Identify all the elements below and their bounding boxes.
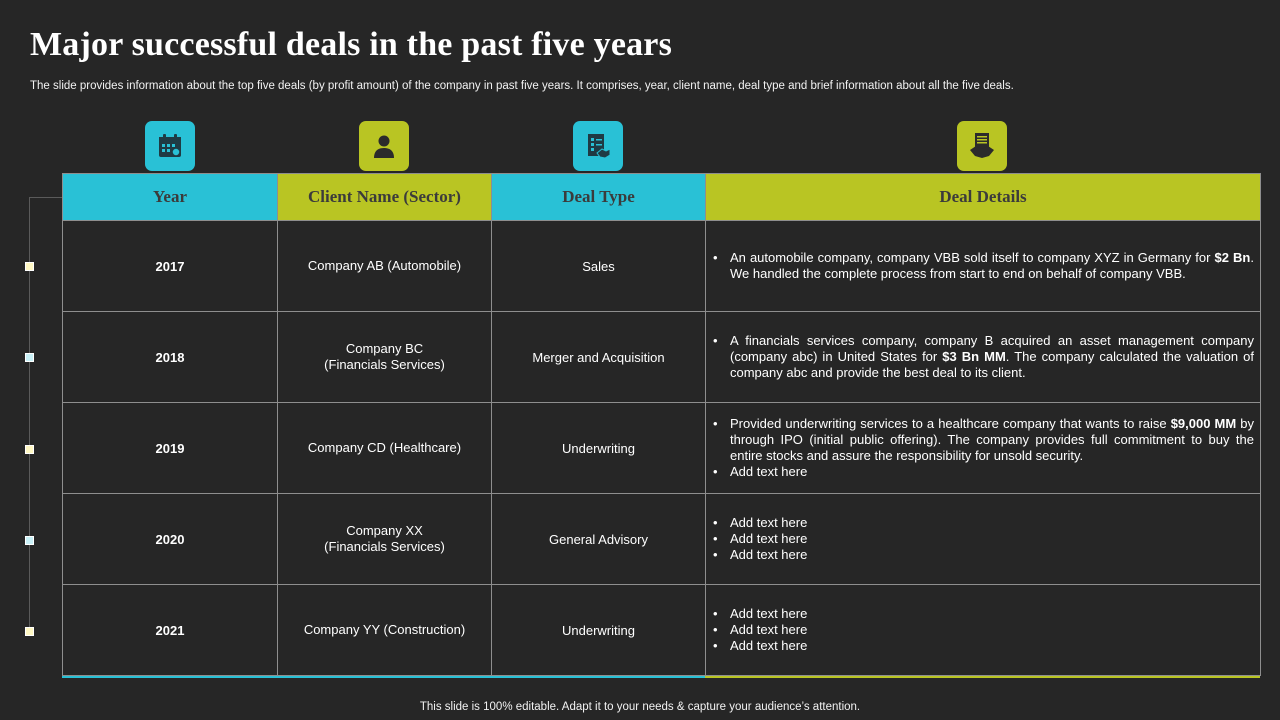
- details-highlight: $2 Bn: [1214, 250, 1251, 265]
- details-bullet: An automobile company, company VBB sold …: [713, 250, 1254, 282]
- details-bullet: Add text here: [713, 515, 1254, 531]
- deal-type-cell: Underwriting: [491, 584, 706, 676]
- year-cell: 2017: [62, 220, 278, 312]
- client-line: Company CD (Healthcare): [307, 440, 462, 455]
- details-bullet: Add text here: [713, 622, 1254, 638]
- timeline-dot-2021: [25, 627, 34, 636]
- details-text: Add text here: [730, 515, 808, 530]
- details-text: by through IPO (initial public offering)…: [730, 416, 1254, 463]
- slide-title: Major successful deals in the past five …: [30, 26, 673, 63]
- client-line: Company XX: [346, 523, 423, 538]
- timeline-connector: [29, 197, 63, 198]
- document-handshake-icon: [970, 133, 994, 158]
- details-list: Provided underwriting services to a heal…: [712, 416, 1254, 480]
- table-header-row: Year Client Name (Sector) Deal Type Deal…: [62, 173, 1261, 221]
- details-bullet: Provided underwriting services to a heal…: [713, 416, 1254, 464]
- deals-table: Year Client Name (Sector) Deal Type Deal…: [62, 173, 1261, 676]
- details-text: Add text here: [730, 531, 808, 546]
- client-cell: Company BC (Financials Services): [277, 311, 492, 403]
- header-client-name: Client Name (Sector): [277, 173, 492, 221]
- timeline-line: [29, 197, 30, 631]
- year-cell: 2021: [62, 584, 278, 676]
- client-line: (Financials Services): [324, 539, 445, 554]
- year-cell: 2020: [62, 493, 278, 585]
- table-row: 2017 Company AB (Automobile) Sales An autom…: [62, 220, 1261, 312]
- details-bullet: Add text here: [713, 638, 1254, 654]
- details-text: An automobile company, company VBB sold …: [730, 250, 1215, 265]
- calendar-icon: [159, 134, 181, 157]
- deal-details-cell: An automobile company, company VBB sold …: [705, 220, 1261, 312]
- client-line: Company BC: [345, 341, 424, 356]
- details-bullet: A financials services company, company B…: [713, 333, 1255, 381]
- timeline-dot-2018: [25, 353, 34, 362]
- details-bullet: Add text here: [713, 547, 1254, 563]
- calendar-icon-tile: [145, 121, 195, 171]
- client-line: Company YY (Construction): [303, 622, 466, 637]
- slide-subtitle: The slide provides information about the…: [30, 80, 1014, 92]
- header-year: Year: [62, 173, 278, 221]
- deal-type-cell: Underwriting: [491, 402, 706, 494]
- details-bullet: Add text here: [713, 464, 1254, 480]
- person-icon: [374, 135, 394, 158]
- checklist-handshake-icon: [588, 134, 611, 159]
- deal-details-cell: Provided underwriting services to a heal…: [705, 402, 1261, 494]
- details-text: . The company calculated the valuation o…: [730, 349, 1255, 380]
- deal-details-cell: Add text hereAdd text hereAdd text here: [705, 584, 1261, 676]
- client-line: Company AB (Automobile): [307, 258, 462, 273]
- slide-footer: This slide is 100% editable. Adapt it to…: [419, 701, 861, 713]
- timeline-dot-2020: [25, 536, 34, 545]
- table-bottom-accent-lime: [705, 676, 1260, 678]
- details-text: . We handled the complete process from s…: [730, 250, 1254, 281]
- client-cell: Company XX (Financials Services): [277, 493, 492, 585]
- client-cell: Company YY (Construction): [277, 584, 492, 676]
- year-cell: 2018: [62, 311, 278, 403]
- client-line: (Financials Services): [324, 357, 445, 372]
- person-icon-tile: [359, 121, 409, 171]
- client-cell: Company AB (Automobile): [277, 220, 492, 312]
- details-text: Add text here: [730, 547, 808, 562]
- details-text: Add text here: [730, 622, 808, 637]
- details-bullet: Add text here: [713, 606, 1254, 622]
- details-highlight: $9,000 MM: [1170, 416, 1237, 431]
- table-bottom-accent-cyan: [62, 676, 705, 678]
- deal-details-cell: Add text hereAdd text hereAdd text here: [705, 493, 1261, 585]
- checklist-handshake-icon-tile: [573, 121, 623, 171]
- table-row: 2021 Company YY (Construction) Underwritin…: [62, 584, 1261, 676]
- timeline-dot-2017: [25, 262, 34, 271]
- table-row: 2018 Company BC (Financials Services) Merge…: [62, 311, 1261, 403]
- document-handshake-icon-tile: [957, 121, 1007, 171]
- client-cell: Company CD (Healthcare): [277, 402, 492, 494]
- deal-type-cell: Sales: [491, 220, 706, 312]
- details-text: Add text here: [730, 606, 808, 621]
- table-row: 2019 Company CD (Healthcare) Underwriting P…: [62, 402, 1261, 494]
- timeline-dot-2019: [25, 445, 34, 454]
- details-list: A financials services company, company B…: [712, 333, 1254, 381]
- details-text: Add text here: [730, 638, 808, 653]
- details-text: Add text here: [730, 464, 808, 479]
- deal-type-cell: Merger and Acquisition: [491, 311, 706, 403]
- year-cell: 2019: [62, 402, 278, 494]
- details-list: Add text hereAdd text hereAdd text here: [712, 515, 1254, 563]
- header-deal-type: Deal Type: [491, 173, 706, 221]
- details-list: Add text hereAdd text hereAdd text here: [712, 606, 1254, 654]
- header-deal-details: Deal Details: [705, 173, 1261, 221]
- table-row: 2020 Company XX (Financials Services) Gener…: [62, 493, 1261, 585]
- details-highlight: $3 Bn MM: [942, 349, 1006, 364]
- details-list: An automobile company, company VBB sold …: [712, 250, 1254, 282]
- details-text: A financials services company, company B…: [730, 333, 1254, 364]
- details-text: Provided underwriting services to a heal…: [730, 416, 1171, 431]
- details-bullet: Add text here: [713, 531, 1254, 547]
- deal-type-cell: General Advisory: [491, 493, 706, 585]
- deal-details-cell: A financials services company, company B…: [705, 311, 1261, 403]
